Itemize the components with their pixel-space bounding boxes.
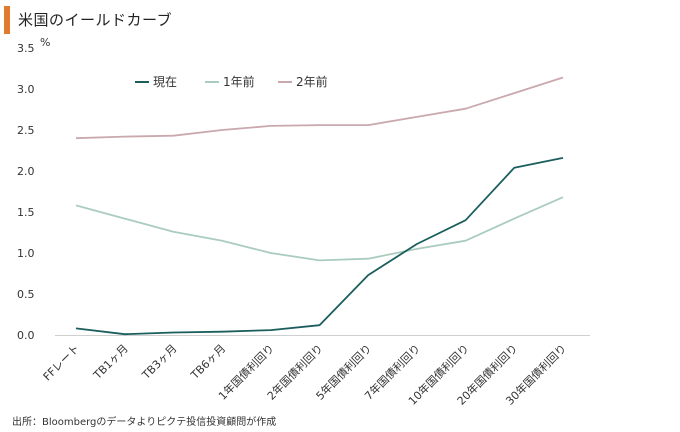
y-tick-label: 0.0 (17, 329, 35, 342)
series-line-1年前 (75, 196, 564, 262)
y-tick-label: 0.5 (17, 288, 35, 301)
x-axis: FFレート TB1ヶ月 TB3ヶ月 TB6ヶ月1年国債利回り2年国債利回り5年国債利回… (41, 335, 590, 408)
x-tick-label: TB3ヶ月 (139, 342, 179, 382)
title-accent-bar (4, 6, 10, 34)
series-line-2年前 (75, 76, 564, 140)
legend: 現在 1年前 2年前 (135, 74, 328, 89)
series-line-現在 (75, 157, 564, 336)
y-unit-label: % (40, 36, 50, 49)
y-tick-label: 3.5 (17, 42, 35, 55)
y-tick-label: 2.5 (17, 124, 35, 137)
y-tick-label: 1.0 (17, 247, 35, 260)
x-tick-label: FFレート (41, 342, 82, 383)
y-tick-label: 2.0 (17, 165, 35, 178)
legend-label: 現在 (153, 75, 177, 89)
legend-label: 2年前 (296, 74, 328, 89)
x-tick-label: TB6ヶ月 (188, 342, 228, 382)
y-axis: 0.0 0.5 1.0 1.5 2.0 2.5 3.0 3.5% (17, 36, 50, 342)
x-tick-label: TB1ヶ月 (90, 342, 130, 382)
y-tick-label: 1.5 (17, 206, 35, 219)
series-lines (75, 76, 564, 336)
chart-title: 米国のイールドカーブ (18, 11, 173, 29)
source-note: 出所：Bloombergのデータよりピクテ投信投資顧問が作成 (12, 417, 277, 428)
y-tick-label: 3.0 (17, 83, 35, 96)
legend-label: 1年前 (223, 74, 255, 89)
